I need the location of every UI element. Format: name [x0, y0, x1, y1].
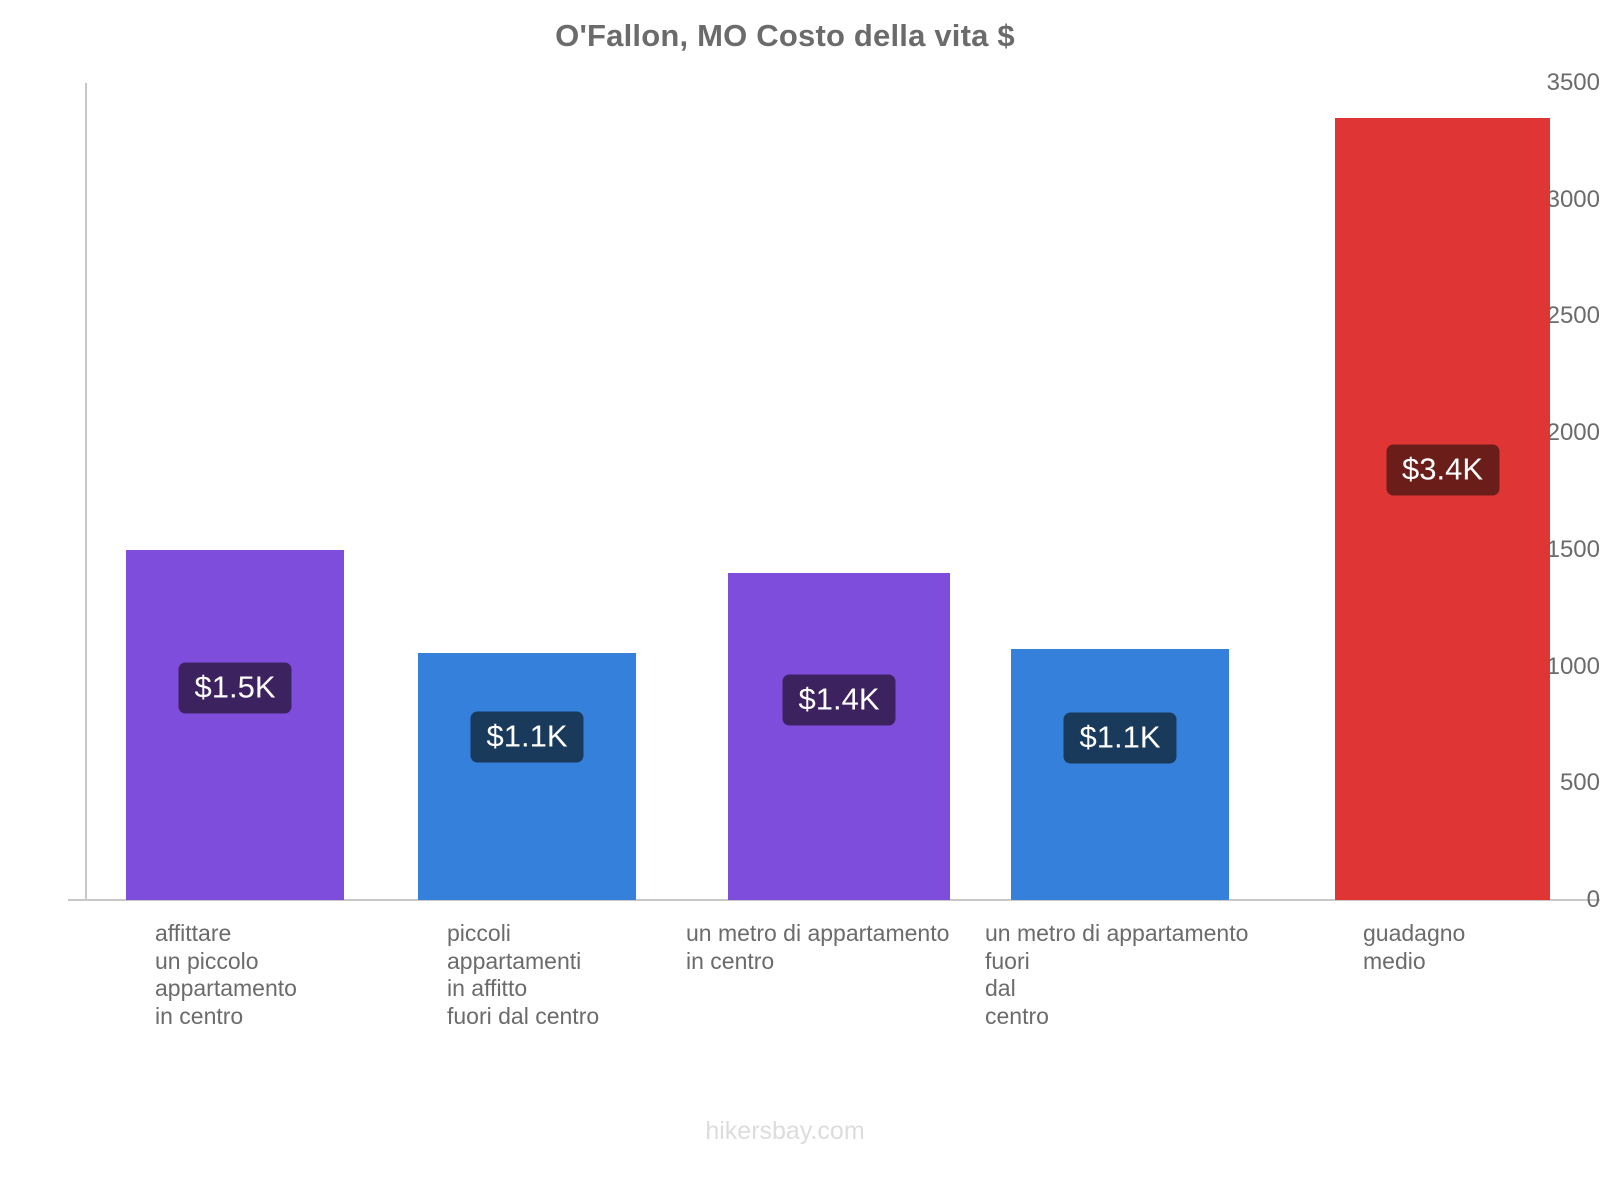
bar[interactable] [418, 652, 636, 900]
y-axis-tick-label: 0 [1586, 886, 1600, 913]
bar-value-label: $1.1K [1063, 712, 1177, 764]
y-axis-tick-label: 1000 [1546, 652, 1600, 680]
y-axis-tick-label: 2000 [1546, 419, 1600, 447]
x-axis-category-label: un metro di appartamento in centro [686, 920, 950, 974]
bar-value-label: $1.5K [178, 662, 292, 714]
bar[interactable] [728, 573, 950, 900]
bar-value-label: $3.4K [1385, 444, 1500, 496]
x-axis-category-label: un metro di appartamento fuori dal centr… [985, 920, 1249, 1029]
chart-title: O'Fallon, MO Costo della vita $ [555, 18, 1015, 53]
watermark: hikersbay.com [705, 1117, 865, 1145]
y-axis-tick-label: 1500 [1546, 535, 1600, 563]
plot-area: 0 500 1000 1500 2000 2500 3000 3500 $1.5K $1.1K $… [68, 69, 1600, 1029]
y-axis-tick-label: 2500 [1546, 302, 1600, 330]
x-axis-line [68, 899, 1600, 901]
y-axis-tick-label: 3000 [1546, 185, 1600, 213]
y-axis-tick-label: 500 [1559, 769, 1600, 797]
bar[interactable] [126, 549, 344, 900]
x-axis-category-label: guadagno medio [1363, 920, 1466, 974]
bars-layer: $1.5K $1.1K $1.4K $1.1K $3.4K [126, 118, 1550, 900]
x-axis-category-label: affittare un piccolo appartamento in cen… [155, 920, 297, 1029]
bar[interactable] [1011, 649, 1229, 900]
bar-value-label: $1.4K [782, 674, 896, 726]
bar-value-label: $1.1K [470, 711, 584, 763]
y-axis-tick-label: 3500 [1546, 69, 1600, 96]
x-axis-category-label: piccoli appartamenti in affitto fuori da… [447, 920, 600, 1029]
bar[interactable] [1335, 118, 1550, 900]
y-axis-line [85, 83, 87, 900]
